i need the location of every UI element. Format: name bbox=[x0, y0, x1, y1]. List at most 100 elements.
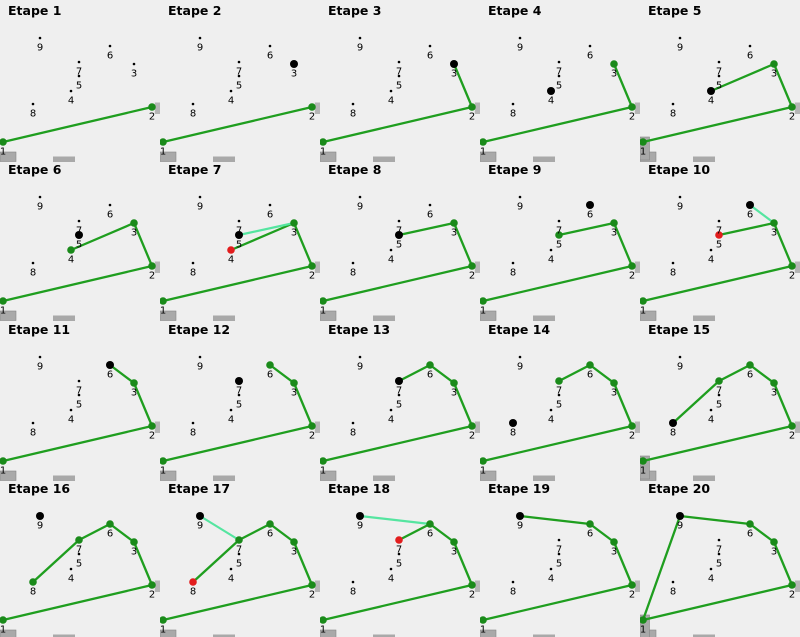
scrollbar-artifact bbox=[480, 470, 497, 481]
path-edge bbox=[678, 514, 752, 525]
point-label: 4 bbox=[708, 573, 714, 584]
point-label: 6 bbox=[587, 210, 593, 221]
path-edge bbox=[161, 105, 314, 144]
point-label: 2 bbox=[309, 271, 315, 282]
point-dot bbox=[748, 44, 752, 48]
rejected-point-dot bbox=[395, 535, 403, 544]
point-label: 9 bbox=[677, 520, 683, 531]
path-edge bbox=[161, 265, 314, 303]
point-dot bbox=[77, 379, 81, 382]
candidate-edge bbox=[198, 514, 241, 541]
step-panel: Etape 13 1 2 3 4 5 6 7 8 9 bbox=[320, 319, 480, 483]
point-label: 9 bbox=[37, 520, 43, 531]
visited-point-dot bbox=[788, 262, 796, 271]
point-label: 5 bbox=[236, 558, 242, 569]
panel-plot: 1 2 3 45 6 7 8 9 bbox=[480, 355, 640, 481]
point-dot bbox=[237, 74, 241, 78]
point-dot bbox=[557, 393, 561, 396]
visited-point-dot bbox=[235, 535, 243, 544]
scrollbar-artifact bbox=[533, 634, 555, 637]
scrollbar-artifact bbox=[314, 261, 320, 274]
panel-title: Etape 15 bbox=[648, 321, 711, 337]
point-label: 6 bbox=[427, 528, 433, 539]
point-dot bbox=[709, 248, 713, 252]
point-dot bbox=[397, 219, 401, 223]
point-label: 8 bbox=[190, 109, 196, 120]
point-label: 7 bbox=[76, 544, 82, 555]
point-dot bbox=[511, 261, 515, 265]
path-edge bbox=[1, 583, 154, 621]
visited-point-dot bbox=[290, 378, 298, 387]
point-label: 9 bbox=[517, 520, 523, 531]
point-label: 7 bbox=[236, 385, 242, 396]
step-panel: Etape 19 1 2 3 4 5 6 7 8 9 bbox=[480, 478, 640, 637]
visited-point-dot bbox=[266, 519, 274, 528]
point-label: 8 bbox=[190, 427, 196, 438]
point-label: 4 bbox=[548, 414, 554, 425]
path-edge bbox=[77, 522, 112, 541]
point-label: 3 bbox=[291, 228, 297, 239]
visited-point-dot bbox=[0, 138, 7, 146]
scrollbar-artifact bbox=[474, 421, 480, 433]
point-label: 6 bbox=[427, 51, 433, 62]
point-label: 4 bbox=[548, 573, 554, 584]
point-label: 5 bbox=[716, 81, 722, 92]
point-label: 9 bbox=[517, 43, 523, 54]
panel-title: Etape 12 bbox=[168, 321, 231, 337]
point-label: 3 bbox=[611, 546, 617, 557]
point-label: 1 bbox=[0, 624, 6, 635]
point-label: 5 bbox=[236, 240, 242, 251]
path-edge bbox=[717, 363, 752, 382]
point-label: 1 bbox=[640, 147, 646, 158]
point-dot bbox=[717, 393, 721, 396]
point-label: 9 bbox=[357, 361, 363, 372]
point-dot bbox=[557, 219, 561, 223]
point-label: 1 bbox=[160, 147, 166, 158]
point-label: 8 bbox=[30, 427, 36, 438]
point-label: 4 bbox=[388, 255, 394, 266]
panel-plot: 1 2 3 45 6 7 8 9 bbox=[0, 36, 160, 162]
point-dot bbox=[518, 355, 522, 358]
step-panel: Etape 17 1 2 3 4 5 6 7 8 9 bbox=[160, 478, 320, 637]
visited-point-dot bbox=[320, 297, 327, 306]
point-dot bbox=[709, 567, 713, 571]
visited-point-dot bbox=[148, 421, 156, 430]
path-edge bbox=[321, 583, 474, 621]
point-dot bbox=[549, 567, 553, 571]
visited-point-dot bbox=[426, 519, 434, 528]
point-label: 1 bbox=[480, 147, 486, 158]
point-label: 3 bbox=[771, 546, 777, 557]
path-edge bbox=[132, 222, 154, 268]
point-label: 2 bbox=[149, 112, 155, 123]
point-label: 5 bbox=[556, 240, 562, 251]
point-dot bbox=[229, 567, 233, 571]
panel-title: Etape 7 bbox=[168, 162, 222, 178]
scrollbar-artifact bbox=[314, 102, 320, 114]
visited-point-dot bbox=[788, 580, 796, 589]
point-dot bbox=[511, 580, 515, 584]
rejected-point-dot bbox=[227, 246, 235, 255]
scrollbar-artifact bbox=[634, 421, 640, 433]
point-label: 4 bbox=[708, 414, 714, 425]
point-label: 8 bbox=[30, 268, 36, 279]
point-dot bbox=[69, 89, 73, 93]
visited-point-dot bbox=[29, 577, 37, 586]
visited-point-dot bbox=[468, 103, 476, 111]
point-dot bbox=[717, 552, 721, 556]
point-dot bbox=[549, 408, 553, 411]
scrollbar-artifact bbox=[474, 580, 480, 592]
point-label: 8 bbox=[670, 427, 676, 438]
path-edge bbox=[612, 381, 634, 427]
point-label: 7 bbox=[396, 67, 402, 78]
point-label: 9 bbox=[517, 202, 523, 213]
point-label: 4 bbox=[228, 255, 234, 266]
point-label: 6 bbox=[267, 210, 273, 221]
scrollbar-artifact bbox=[533, 315, 555, 322]
candidate-point-dot bbox=[395, 376, 403, 385]
point-label: 6 bbox=[107, 528, 113, 539]
point-dot bbox=[671, 261, 675, 265]
scrollbar-artifact bbox=[213, 475, 235, 481]
point-dot bbox=[69, 408, 73, 411]
